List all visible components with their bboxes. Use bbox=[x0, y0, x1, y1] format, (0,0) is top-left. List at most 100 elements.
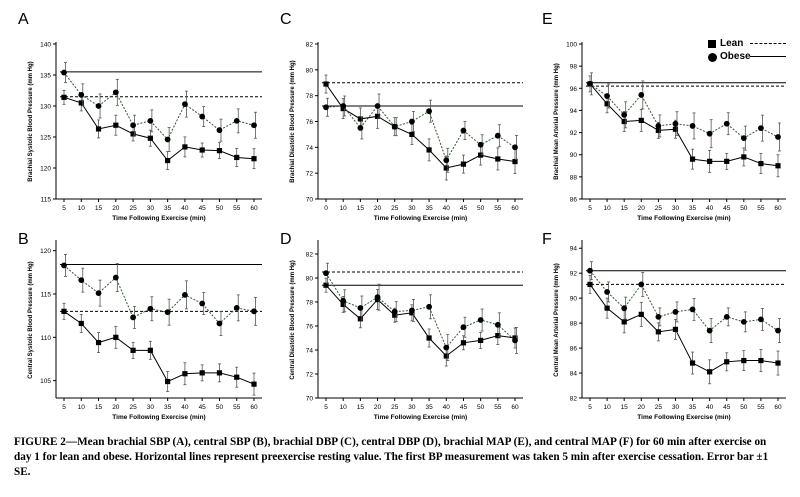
lean-point bbox=[655, 127, 661, 133]
y-tick-label: 82 bbox=[306, 252, 314, 259]
obese-point bbox=[391, 123, 398, 130]
x-tick-label: 45 bbox=[199, 205, 207, 212]
lean-point bbox=[604, 101, 610, 107]
obese-point bbox=[587, 267, 593, 274]
obese-point bbox=[95, 290, 102, 297]
obese-point bbox=[655, 123, 662, 129]
lean-point bbox=[199, 370, 205, 376]
obese-point bbox=[758, 125, 764, 132]
lean-point bbox=[621, 118, 627, 125]
obese-point bbox=[112, 274, 119, 281]
y-tick-label: 88 bbox=[570, 321, 578, 328]
obese-point bbox=[775, 134, 781, 140]
x-tick-label: 25 bbox=[655, 205, 663, 212]
lean-point bbox=[199, 147, 205, 153]
x-tick-label: 15 bbox=[95, 404, 103, 411]
obese-point bbox=[199, 300, 206, 307]
lean-point bbox=[165, 378, 171, 385]
x-tick-label: 20 bbox=[112, 404, 120, 411]
obese-point bbox=[61, 262, 67, 269]
y-axis-label: Brachial Systolic Blood Pressure (mm Hg) bbox=[28, 61, 34, 181]
y-tick-label: 82 bbox=[570, 396, 578, 403]
lean-point bbox=[130, 131, 136, 137]
panel-f: F 82 84 86 88 90 92 94 5 10 15 20 25 30 35 40 45 50 55 60 Ti… bbox=[542, 231, 786, 421]
lean-point bbox=[216, 148, 223, 154]
x-axis-label: Time Following Exercise (min) bbox=[374, 414, 467, 421]
panel-b: B 105 110 115 120 5 10 15 20 25 30 35 40 45 50 55 60 Time… bbox=[18, 231, 262, 421]
lean-point bbox=[689, 360, 696, 366]
obese-point bbox=[477, 317, 484, 323]
x-tick-label: 15 bbox=[357, 205, 365, 212]
y-tick-label: 90 bbox=[570, 152, 578, 159]
obese-point bbox=[460, 127, 467, 134]
obese-point bbox=[621, 111, 628, 118]
solid-line-icon bbox=[750, 56, 786, 57]
y-tick-label: 86 bbox=[570, 346, 578, 353]
obese-series-line bbox=[325, 272, 516, 349]
obese-point bbox=[443, 157, 450, 164]
x-tick-label: 30 bbox=[147, 404, 155, 411]
y-tick-label: 72 bbox=[306, 372, 314, 379]
obese-point bbox=[130, 314, 136, 321]
y-tick-label: 96 bbox=[570, 86, 578, 93]
lean-point bbox=[724, 359, 730, 365]
x-tick-label: 60 bbox=[250, 205, 258, 212]
x-tick-label: 60 bbox=[511, 205, 519, 212]
x-tick-label: 55 bbox=[494, 404, 502, 411]
obese-point bbox=[604, 93, 610, 99]
obese-point bbox=[216, 320, 223, 327]
obese-point bbox=[147, 117, 154, 124]
obese-point bbox=[251, 122, 257, 129]
lean-point bbox=[672, 326, 679, 332]
obese-point bbox=[587, 80, 593, 87]
obese-point bbox=[216, 127, 223, 134]
obese-point bbox=[357, 125, 364, 131]
lean-point bbox=[323, 81, 329, 87]
legend-lean: Lean bbox=[708, 38, 798, 51]
x-tick-label: 45 bbox=[723, 404, 731, 411]
x-tick-label: 30 bbox=[147, 205, 155, 212]
obese-point bbox=[477, 141, 484, 148]
y-tick-label: 135 bbox=[40, 73, 51, 80]
lean-point bbox=[374, 113, 381, 119]
lean-point bbox=[78, 320, 84, 327]
y-tick-label: 74 bbox=[306, 145, 314, 152]
x-tick-label: 45 bbox=[199, 404, 207, 411]
lean-point bbox=[426, 147, 432, 153]
panel-c: C 70 72 74 76 78 80 82 0 10 15 20 25 30 35 40 45 50 55 60 Ti… bbox=[280, 11, 523, 222]
lean-point bbox=[95, 339, 102, 346]
x-tick-label: 10 bbox=[340, 404, 348, 411]
x-tick-label: 10 bbox=[340, 205, 348, 212]
obese-point bbox=[689, 306, 696, 313]
x-tick-label: 35 bbox=[164, 205, 172, 212]
obese-point bbox=[164, 309, 171, 316]
y-axis-label: Central Mean Arterial Pressure (mm Hg) bbox=[554, 263, 560, 376]
lean-point bbox=[638, 311, 644, 317]
x-tick-label: 10 bbox=[603, 404, 611, 411]
obese-point bbox=[689, 123, 696, 129]
circle-marker-icon bbox=[708, 53, 717, 62]
lean-series-line bbox=[589, 83, 779, 167]
y-tick-label: 88 bbox=[570, 174, 578, 181]
lean-point bbox=[182, 371, 188, 377]
lean-point bbox=[409, 131, 415, 138]
panel-label: F bbox=[542, 231, 552, 248]
y-tick-label: 76 bbox=[306, 119, 314, 126]
x-tick-label: 25 bbox=[129, 404, 137, 411]
obese-point bbox=[775, 327, 781, 334]
obese-point bbox=[409, 307, 415, 314]
x-tick-label: 15 bbox=[95, 205, 103, 212]
obese-point bbox=[233, 117, 240, 124]
x-tick-label: 45 bbox=[460, 404, 468, 411]
y-tick-label: 98 bbox=[570, 64, 578, 71]
obese-point bbox=[723, 120, 730, 127]
obese-point bbox=[706, 130, 713, 137]
lean-point bbox=[357, 116, 363, 122]
obese-point bbox=[340, 103, 347, 109]
x-tick-label: 60 bbox=[774, 404, 782, 411]
x-axis-label: Time Following Exercise (min) bbox=[374, 215, 467, 222]
lean-point bbox=[741, 357, 747, 364]
y-tick-label: 74 bbox=[306, 348, 314, 355]
obese-point bbox=[182, 291, 188, 298]
lean-point bbox=[426, 335, 432, 341]
